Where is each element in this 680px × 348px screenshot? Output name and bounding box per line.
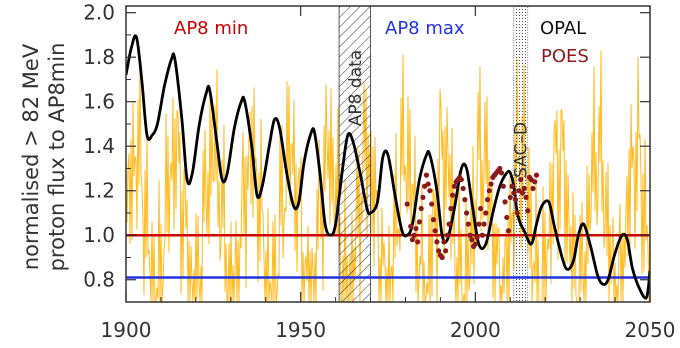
poes-point	[427, 188, 433, 194]
poes-point	[415, 239, 421, 245]
y-tick-label: 0.8	[83, 268, 115, 292]
y-axis-title-line2: proton flux to AP8min	[45, 43, 69, 272]
poes-point	[488, 181, 494, 187]
poes-point	[469, 237, 475, 243]
poes-point	[434, 239, 440, 245]
poes-point	[429, 201, 435, 207]
poes-point	[486, 188, 492, 194]
poes-point	[484, 197, 491, 203]
y-tick-label: 1.8	[83, 45, 115, 69]
y-axis-title: normalised > 82 MeV proton flux to AP8mi…	[19, 43, 69, 272]
series-forcing-line	[126, 50, 650, 302]
y-tick-label: 1.0	[83, 223, 115, 247]
poes-point	[430, 217, 437, 223]
poes-point	[408, 223, 414, 229]
poes-point	[436, 248, 442, 254]
poes-point	[411, 232, 417, 238]
poes-point	[467, 232, 473, 238]
poes-point	[462, 197, 468, 203]
x-tick-label: 1900	[101, 318, 152, 342]
x-tick-label: 1950	[275, 318, 326, 342]
region-sac-d-label: SAC–D	[512, 122, 532, 178]
poes-point	[448, 205, 454, 212]
poes-point	[476, 221, 482, 227]
poes-point	[518, 176, 524, 183]
poes-point	[416, 219, 423, 225]
legend-poes: POES	[541, 46, 589, 67]
poes-point	[509, 183, 515, 189]
poes-point	[423, 172, 430, 178]
y-axis-title-line1: normalised > 82 MeV	[19, 43, 43, 270]
region-ap8-data-label: AP8 data	[346, 50, 366, 126]
poes-point	[504, 214, 510, 221]
poes-point	[530, 185, 536, 192]
x-tick-label: 2000	[450, 318, 501, 342]
plot-frame	[125, 5, 651, 303]
poes-point	[532, 179, 538, 185]
y-axis-ticks: 0.8 1.0 1.2 1.4 1.6 1.8 2.0	[83, 1, 650, 292]
poes-point	[443, 248, 449, 254]
poes-point	[477, 205, 484, 212]
poes-point	[432, 228, 438, 234]
poes-point	[418, 205, 424, 212]
poes-point	[474, 234, 480, 241]
x-axis-ticks: 1900 1950 2000 2050	[101, 6, 676, 342]
poes-point	[451, 183, 457, 189]
x-tick-label: 2050	[625, 318, 676, 342]
y-tick-label: 2.0	[83, 1, 115, 25]
poes-point	[521, 185, 527, 192]
poes-point	[425, 181, 431, 187]
poes-point	[413, 225, 419, 232]
poes-point	[525, 208, 531, 214]
poes-point	[500, 183, 506, 189]
poes-point	[502, 199, 508, 205]
plot-layer	[126, 6, 650, 302]
poes-point	[507, 194, 513, 200]
poes-point	[481, 221, 487, 227]
poes-point	[446, 221, 452, 227]
poes-point	[498, 170, 505, 176]
poes-point	[511, 190, 517, 196]
poes-point	[505, 228, 512, 234]
poes-point	[439, 254, 445, 261]
poes-point	[479, 232, 485, 238]
poes-point	[512, 197, 519, 203]
poes-point	[458, 176, 464, 183]
poes-point	[409, 237, 416, 243]
y-tick-label: 1.6	[83, 90, 115, 114]
poes-point	[497, 165, 503, 172]
poes-point	[472, 241, 478, 247]
poes-point	[514, 210, 520, 216]
poes-point	[450, 192, 456, 198]
poes-point	[404, 201, 410, 207]
poes-point	[441, 239, 447, 245]
y-tick-label: 1.4	[83, 134, 115, 158]
poes-point	[465, 221, 471, 227]
legend-ap8-max: AP8 max	[385, 18, 465, 39]
y-tick-label: 1.2	[83, 179, 115, 203]
poes-point	[444, 232, 450, 238]
poes-point	[523, 194, 529, 200]
legend-opal: OPAL	[540, 18, 586, 39]
poes-point	[420, 194, 426, 200]
poes-point	[483, 210, 489, 216]
poes-point	[460, 185, 466, 192]
legend-ap8-min: AP8 min	[174, 18, 248, 39]
poes-point	[533, 172, 540, 178]
series-poes-points	[404, 165, 540, 261]
poes-point	[464, 210, 470, 216]
poes-point	[519, 190, 526, 196]
series-opal-line	[126, 34, 650, 300]
